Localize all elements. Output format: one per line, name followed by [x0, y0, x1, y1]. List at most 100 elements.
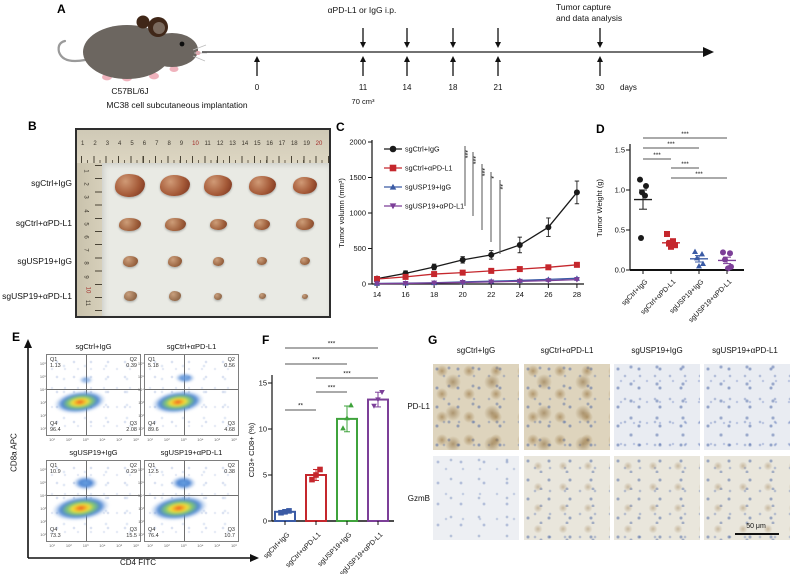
- day-label: 14: [403, 83, 412, 92]
- data-marker: [374, 276, 380, 283]
- tumor-volume-chart: 0 500 1000 1500 2000 14 16 18 20 22 24 26 28 Tumor vo…: [337, 138, 584, 299]
- flow-y-tick: 10¹: [40, 532, 46, 537]
- panel-label-g: G: [428, 333, 438, 347]
- quadrant-q4: Q4 76.4: [148, 527, 159, 539]
- quadrant-q3: Q3 15.5: [126, 527, 137, 539]
- quadrant-q2: Q2 0.56: [224, 357, 235, 369]
- tumor-specimen: [300, 257, 310, 265]
- panel-label-d: D: [596, 122, 605, 136]
- data-marker: [317, 466, 323, 473]
- data-marker: [692, 248, 698, 254]
- timeline: 0 11 14 18 21 30 days 70 cm³: [202, 28, 714, 106]
- q4-label: Q4: [148, 421, 156, 427]
- day-label: 0: [255, 83, 260, 92]
- flow-y-tick: 10⁶: [39, 361, 46, 366]
- data-marker: [668, 243, 674, 250]
- ruler-number: 1: [82, 169, 89, 173]
- q2-value: 0.29: [126, 469, 137, 475]
- flow-x-tick: 10⁵: [116, 437, 123, 442]
- data-marker: [727, 250, 733, 257]
- q4-value: 76.4: [148, 533, 159, 539]
- ruler-number: 9: [82, 274, 89, 279]
- q1-label: Q1: [148, 463, 156, 469]
- x-tick-label: 26: [544, 290, 552, 299]
- x-category-label: sgCtrl+IgG: [621, 278, 650, 307]
- data-marker: [638, 235, 644, 241]
- flow-y-tick: 10²: [40, 413, 46, 418]
- series-line: [376, 278, 577, 285]
- q2-value: 0.39: [126, 363, 137, 369]
- panel-label-e: E: [12, 330, 21, 344]
- data-marker: [278, 509, 284, 516]
- q2-label: Q2: [129, 463, 137, 469]
- significance-label: ***: [695, 171, 703, 178]
- ihc-column-label-2: sgCtrl+αPD-L1: [540, 346, 594, 355]
- ruler-number: 10: [192, 141, 199, 147]
- legend-label: sgUSP19+αPD-L1: [405, 202, 464, 211]
- data-marker: [286, 508, 292, 514]
- tumor-specimen: [302, 293, 308, 299]
- strain-label: C57BL/6J: [111, 86, 149, 96]
- y-tick-label: 500: [353, 244, 366, 253]
- tumor-specimen: [257, 257, 267, 265]
- ruler-number: 2: [82, 182, 89, 186]
- q1-value: 5.18: [148, 363, 159, 369]
- y-tick-label: 5: [263, 471, 267, 480]
- ruler-number: 16: [266, 141, 273, 147]
- flow-x-tick: 10⁶: [132, 437, 140, 442]
- flow-x-tick: 10⁴: [99, 543, 106, 548]
- ruler-number: 20: [315, 141, 323, 147]
- ihc-row-label-pdl1: PD-L1: [407, 402, 430, 411]
- flow-y-tick: 10⁴: [137, 387, 144, 392]
- down-arrowhead: [450, 42, 456, 48]
- significance-label: **: [496, 184, 503, 190]
- significance-label: **: [298, 403, 304, 410]
- flow-x-tick: 10¹: [147, 437, 153, 442]
- data-marker: [696, 263, 702, 269]
- ihc-image-pdl1-sgusp19-igg: [614, 364, 700, 450]
- ruler-number: 4: [82, 208, 89, 213]
- data-marker: [344, 415, 350, 421]
- q1-label: Q1: [50, 357, 58, 363]
- flow-y-tick: 10⁵: [39, 374, 46, 379]
- y-tick-label: 0.0: [615, 266, 625, 275]
- tumor-specimen: [254, 218, 270, 230]
- q1-label: Q1: [148, 357, 156, 363]
- flow-x-tick: 10²: [163, 437, 170, 442]
- q2-label: Q2: [129, 357, 137, 363]
- implantation-label: MC38 cell subcutaneous implantation: [106, 100, 248, 110]
- data-marker: [700, 260, 706, 266]
- ruler-number: 17: [278, 141, 286, 147]
- tumor-specimen: [160, 174, 190, 196]
- legend-label: sgUSP19+IgG: [405, 183, 452, 192]
- x-tick-label: 18: [430, 290, 438, 299]
- ruler-number: 10: [84, 286, 91, 294]
- down-arrowhead: [597, 42, 603, 48]
- flow-cd8-population: [78, 375, 94, 384]
- bar: [367, 398, 389, 522]
- flow-x-tick: 10²: [65, 543, 72, 548]
- up-arrowhead: [404, 56, 410, 62]
- ruler-number: 8: [167, 141, 171, 147]
- significance-label: ***: [478, 168, 485, 176]
- q2-value: 0.38: [224, 469, 235, 475]
- ihc-column-label-1: sgCtrl+IgG: [456, 346, 496, 355]
- flow-x-tick: 10³: [82, 543, 89, 548]
- significance-label: ***: [681, 161, 689, 168]
- flow-cd8-population: [174, 372, 196, 383]
- y-tick-label: 10: [259, 425, 267, 434]
- q4-label: Q4: [50, 421, 58, 427]
- data-marker: [573, 277, 580, 283]
- ruler-number: 7: [82, 248, 89, 252]
- flow-x-tick: 10⁵: [116, 543, 123, 548]
- ihc-image-pdl1-sgctrl-apdl1: [524, 364, 610, 450]
- q4-value: 89.6: [148, 427, 159, 433]
- tumor-specimen: [209, 218, 227, 230]
- flow-x-tick: 10¹: [147, 543, 153, 548]
- data-marker: [666, 240, 672, 247]
- flow-x-tick: 10⁴: [197, 437, 204, 442]
- data-marker: [670, 238, 676, 245]
- data-marker: [488, 267, 495, 274]
